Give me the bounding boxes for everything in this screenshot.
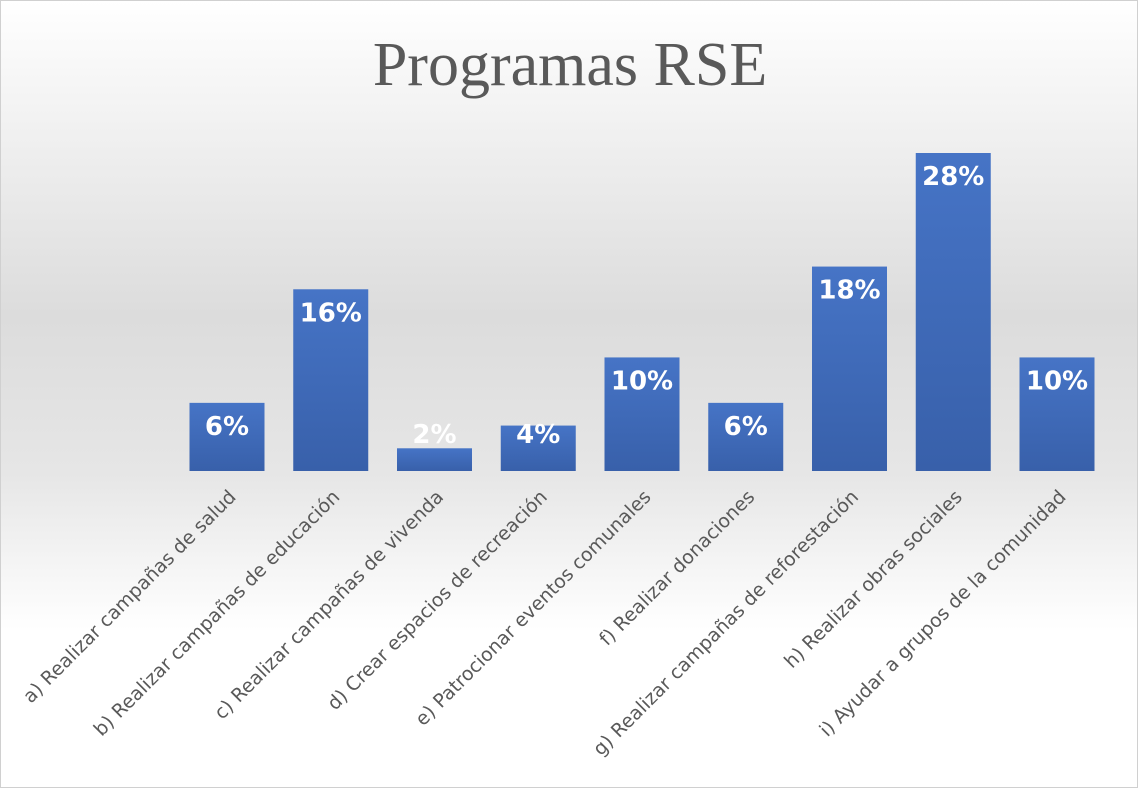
data-label: 6% [205,412,249,442]
data-label: 18% [818,276,880,306]
data-label: 4% [516,420,560,450]
bar [1019,357,1095,471]
bar [189,402,265,471]
bar [812,266,887,471]
bar [604,357,680,471]
data-label: 10% [611,366,673,396]
data-label: 28% [922,162,984,192]
data-label: 6% [724,412,768,442]
bar [397,448,472,471]
data-label: 16% [300,298,362,328]
chart-title: Programas RSE [373,31,767,99]
data-label: 2% [412,420,456,450]
bar [293,289,369,471]
data-label: 10% [1026,366,1088,396]
bar [708,402,784,471]
bar [500,425,576,471]
bar [915,153,991,471]
